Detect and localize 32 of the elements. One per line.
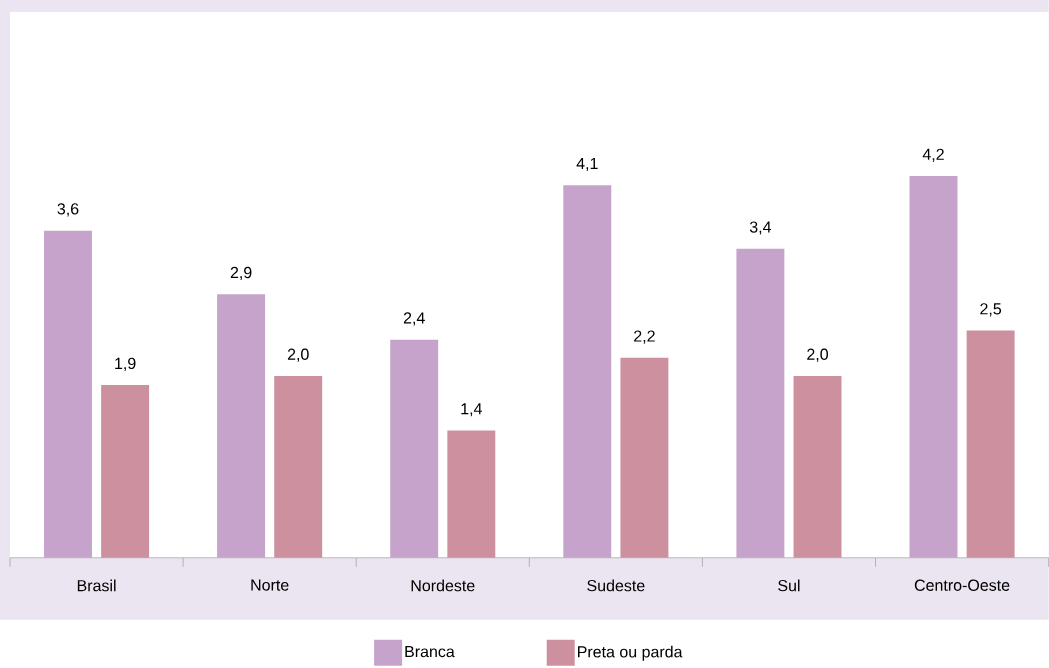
bar [620, 357, 669, 558]
legend-label: Preta ou parda [578, 645, 683, 661]
data-label: 1,9 [115, 357, 136, 372]
legend-label: Branca [405, 646, 455, 658]
data-label: 2,2 [634, 330, 655, 344]
bar [966, 330, 1015, 558]
data-label: 2,5 [980, 303, 1002, 317]
x-tick-label: Nordeste [411, 579, 475, 592]
x-tick-label: Sul [778, 579, 800, 592]
bar [101, 385, 150, 558]
bar [793, 376, 842, 558]
bar [909, 176, 958, 558]
x-tick-label: Brasil [77, 579, 116, 592]
data-label: 3,4 [749, 221, 772, 235]
x-tick-label: Centro-Oeste [914, 579, 1010, 592]
bar [44, 230, 92, 558]
data-label: 2,9 [230, 266, 252, 281]
bar [274, 376, 323, 558]
data-label: 3,6 [57, 203, 79, 217]
bar [563, 185, 612, 558]
data-label: 2,0 [807, 348, 829, 362]
bar [736, 248, 785, 558]
bar [447, 430, 496, 558]
data-label: 2,0 [287, 348, 309, 362]
bar [390, 339, 439, 558]
x-tick-label: Sudeste [587, 579, 645, 592]
x-tick-label: Norte [251, 579, 289, 591]
bar [217, 294, 266, 558]
data-label: 4,2 [922, 148, 944, 163]
data-label: 2,4 [403, 312, 425, 326]
data-label: 4,1 [576, 158, 598, 172]
data-label: 1,4 [461, 403, 482, 417]
